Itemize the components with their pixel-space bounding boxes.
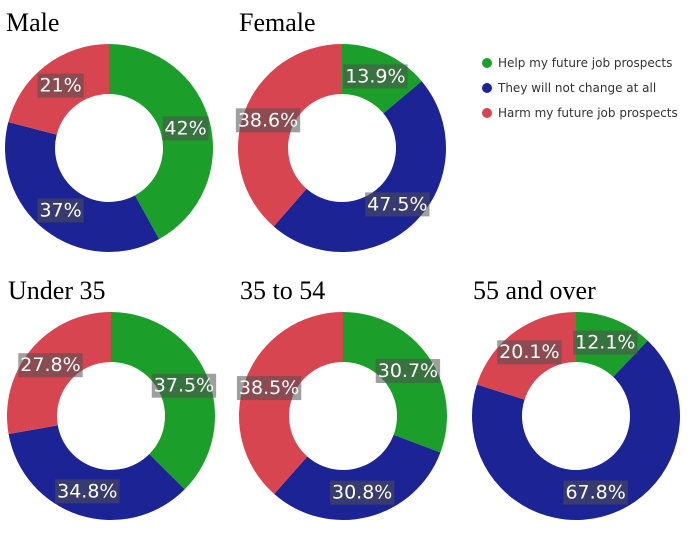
data-label-text: 37.5% <box>154 375 214 397</box>
data-label-harm: 20.1% <box>497 340 562 365</box>
data-label-help: 42% <box>162 116 209 141</box>
data-label-text: 13.9% <box>345 65 405 87</box>
data-label-background <box>37 73 84 98</box>
slice-harm[interactable] <box>238 312 343 495</box>
chart-title: 55 and over <box>473 276 596 305</box>
data-label-help: 30.7% <box>375 358 441 383</box>
donut-svg: 37.5% 34.8% 27.8% <box>6 312 217 520</box>
legend-label: They will not change at all <box>498 80 657 95</box>
data-label-background <box>563 480 628 505</box>
data-label-text: 47.5% <box>367 193 427 215</box>
legend: Help my future job prospects They will n… <box>482 50 678 125</box>
data-label-background <box>497 340 562 365</box>
data-label-no-change: 30.8% <box>329 480 395 505</box>
donut-svg: 13.9% 47.5% 38.6% <box>235 44 446 253</box>
legend-item-harm[interactable]: Harm my future job prospects <box>482 100 678 125</box>
slice-no-change[interactable] <box>472 340 680 520</box>
donut-chart-under-35: Under 35 37.5% 34.8% 27.8% <box>6 276 238 546</box>
data-label-harm: 38.6% <box>235 108 301 133</box>
chart-title: Female <box>239 8 316 37</box>
data-label-text: 67.8% <box>565 482 625 504</box>
donut-svg: 12.1% 67.8% 20.1% <box>472 312 680 520</box>
slice-help[interactable] <box>109 44 214 240</box>
data-label-background <box>343 64 408 89</box>
data-label-help: 13.9% <box>343 64 408 89</box>
data-label-background <box>375 358 441 383</box>
slice-no-change[interactable] <box>274 434 441 520</box>
data-label-help: 12.1% <box>573 330 638 355</box>
donut-svg: 42% 37% 21% <box>5 44 214 252</box>
data-label-harm: 27.8% <box>18 353 83 378</box>
legend-label: Help my future job prospects <box>498 55 673 70</box>
legend-item-help[interactable]: Help my future job prospects <box>482 50 678 75</box>
data-label-text: 30.8% <box>332 482 392 504</box>
donut-chart-55-and-over: 55 and over 12.1% 67.8% 20.1% <box>472 276 700 546</box>
chart-title: Male <box>6 8 60 37</box>
legend-dot-icon <box>482 57 492 68</box>
data-label-text: 27.8% <box>20 354 80 376</box>
data-label-background <box>236 376 302 401</box>
data-label-text: 42% <box>164 117 206 139</box>
legend-dot-icon <box>482 82 492 93</box>
data-label-text: 38.5% <box>239 377 299 399</box>
data-label-text: 34.8% <box>57 480 117 502</box>
data-label-background <box>55 479 120 504</box>
data-label-background <box>329 480 395 505</box>
data-label-background <box>18 353 83 378</box>
slice-help[interactable] <box>111 312 216 490</box>
chart-title: Under 35 <box>8 276 106 305</box>
data-label-text: 37% <box>39 199 81 221</box>
slice-no-change[interactable] <box>8 425 185 520</box>
slice-no-change[interactable] <box>5 122 160 252</box>
legend-item-no-change[interactable]: They will not change at all <box>482 75 678 100</box>
data-label-no-change: 37% <box>37 198 84 223</box>
data-label-background <box>162 116 209 141</box>
data-label-text: 12.1% <box>575 332 635 354</box>
data-label-harm: 38.5% <box>236 376 302 401</box>
donut-svg: 30.7% 30.8% 38.5% <box>236 312 447 520</box>
data-label-harm: 21% <box>37 73 84 98</box>
data-label-text: 30.7% <box>378 360 438 382</box>
data-label-background <box>151 373 217 398</box>
data-label-no-change: 47.5% <box>365 192 430 217</box>
data-label-text: 20.1% <box>499 341 559 363</box>
data-label-text: 38.6% <box>238 109 298 131</box>
data-label-background <box>365 192 430 217</box>
data-label-text: 21% <box>39 75 81 97</box>
data-label-no-change: 34.8% <box>55 479 120 504</box>
data-label-background <box>235 108 301 133</box>
data-label-background <box>573 330 638 355</box>
donut-chart-male: Male 42% 37% 21% <box>5 8 236 278</box>
data-label-no-change: 67.8% <box>563 480 628 505</box>
donut-chart-35-to-54: 35 to 54 30.7% 30.8% 38.5% <box>236 276 470 546</box>
legend-label: Harm my future job prospects <box>498 105 678 120</box>
chart-title: 35 to 54 <box>240 276 326 305</box>
data-label-help: 37.5% <box>151 373 217 398</box>
donut-chart-female: Female 13.9% 47.5% 38.6% <box>235 8 469 278</box>
data-label-background <box>37 198 84 223</box>
slice-harm[interactable] <box>238 44 342 227</box>
legend-dot-icon <box>482 107 492 118</box>
